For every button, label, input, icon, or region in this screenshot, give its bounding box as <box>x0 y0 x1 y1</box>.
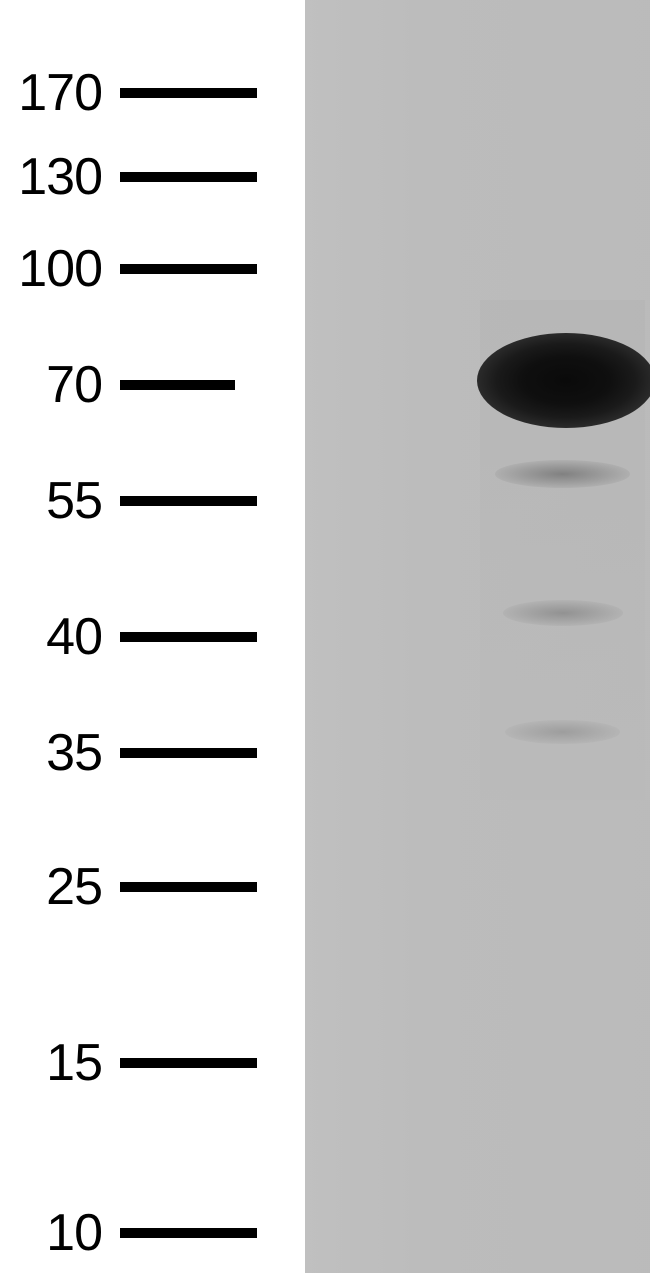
ladder-label: 70 <box>0 355 120 415</box>
ladder-tick <box>120 1228 257 1238</box>
blot-membrane <box>305 0 650 1273</box>
ladder-marker-70: 70 <box>0 355 280 415</box>
ladder-marker-10: 10 <box>0 1203 280 1263</box>
faint-band-35 <box>505 720 620 744</box>
ladder-label: 170 <box>0 63 120 123</box>
ladder-marker-55: 55 <box>0 471 280 531</box>
ladder-marker-170: 170 <box>0 63 280 123</box>
ladder-label: 55 <box>0 471 120 531</box>
ladder-label: 35 <box>0 723 120 783</box>
ladder-label: 130 <box>0 147 120 207</box>
ladder-marker-100: 100 <box>0 239 280 299</box>
ladder-tick <box>120 1058 257 1068</box>
ladder-tick <box>120 748 257 758</box>
faint-band-55 <box>495 460 630 488</box>
molecular-weight-ladder: 170 130 100 70 55 40 35 25 15 10 <box>0 0 280 1273</box>
ladder-tick <box>120 380 235 390</box>
primary-band <box>477 333 650 428</box>
ladder-marker-25: 25 <box>0 857 280 917</box>
ladder-marker-130: 130 <box>0 147 280 207</box>
ladder-marker-15: 15 <box>0 1033 280 1093</box>
ladder-tick <box>120 172 257 182</box>
ladder-label: 10 <box>0 1203 120 1263</box>
ladder-tick <box>120 88 257 98</box>
ladder-label: 25 <box>0 857 120 917</box>
ladder-label: 100 <box>0 239 120 299</box>
ladder-label: 15 <box>0 1033 120 1093</box>
ladder-tick <box>120 496 257 506</box>
faint-band-40 <box>503 600 623 626</box>
ladder-label: 40 <box>0 607 120 667</box>
ladder-tick <box>120 632 257 642</box>
ladder-tick <box>120 882 257 892</box>
ladder-tick <box>120 264 257 274</box>
ladder-marker-40: 40 <box>0 607 280 667</box>
ladder-marker-35: 35 <box>0 723 280 783</box>
